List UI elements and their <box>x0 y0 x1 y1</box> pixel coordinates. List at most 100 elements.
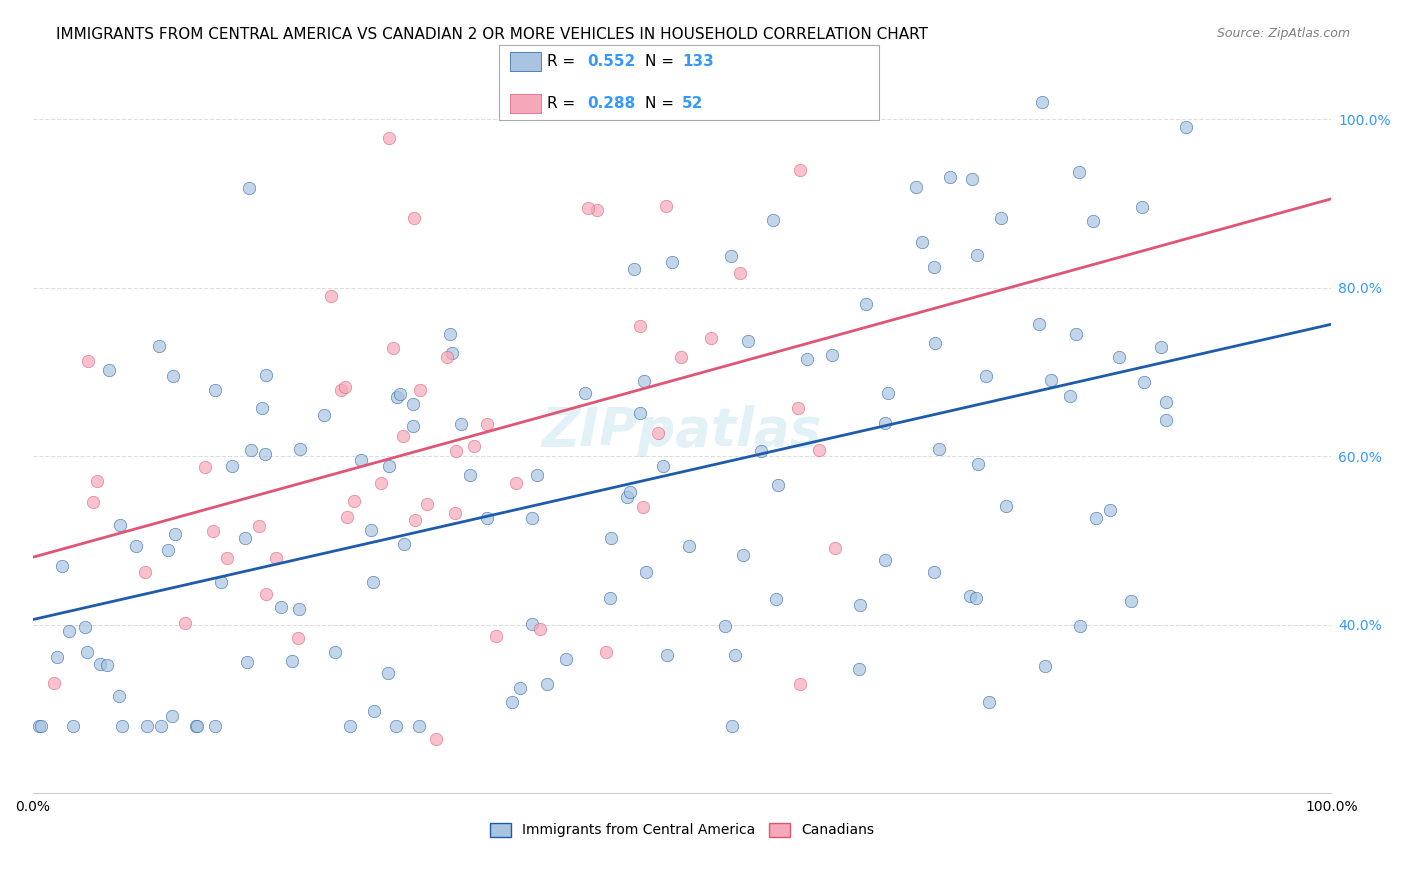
Point <box>377 666 399 681</box>
Point <box>370 476 392 491</box>
Point <box>522 511 544 525</box>
Point <box>855 297 877 311</box>
Point <box>28 719 51 733</box>
Point <box>378 131 401 145</box>
Point <box>647 426 669 441</box>
Point <box>108 689 131 703</box>
Point <box>264 551 287 566</box>
Point <box>385 719 408 733</box>
Point <box>720 248 742 262</box>
Point <box>238 181 260 195</box>
Point <box>974 368 997 383</box>
Point <box>846 95 869 110</box>
Point <box>204 383 226 397</box>
Point <box>484 629 506 643</box>
Point <box>1059 389 1081 403</box>
Point <box>350 453 373 467</box>
Point <box>922 565 945 579</box>
Point <box>440 346 463 360</box>
Text: 133: 133 <box>682 54 714 69</box>
Point <box>409 384 432 398</box>
Point <box>766 477 789 491</box>
Point <box>270 600 292 615</box>
Point <box>1031 95 1053 110</box>
Point <box>215 551 238 566</box>
Point <box>1067 164 1090 178</box>
Point <box>1099 503 1122 517</box>
Point <box>616 490 638 504</box>
Point <box>204 719 226 733</box>
Point <box>1028 317 1050 331</box>
Point <box>236 655 259 669</box>
Point <box>939 169 962 184</box>
Point <box>536 677 558 691</box>
Point <box>749 443 772 458</box>
Point <box>30 719 52 733</box>
Text: N =: N = <box>645 54 679 69</box>
Point <box>82 495 104 509</box>
Text: N =: N = <box>645 96 679 111</box>
Point <box>509 681 531 696</box>
Point <box>821 348 844 362</box>
Point <box>281 654 304 668</box>
Point <box>576 201 599 215</box>
Point <box>574 386 596 401</box>
Point <box>287 631 309 645</box>
Point <box>156 543 179 558</box>
Point <box>86 475 108 489</box>
Point <box>51 558 73 573</box>
Point <box>1084 510 1107 524</box>
Point <box>135 719 157 733</box>
Point <box>254 587 277 601</box>
Point <box>1130 200 1153 214</box>
Point <box>339 719 361 733</box>
Point <box>966 248 988 262</box>
Point <box>911 235 934 250</box>
Point <box>475 417 498 431</box>
Text: 0.288: 0.288 <box>588 96 636 111</box>
Point <box>877 385 900 400</box>
Point <box>679 95 702 110</box>
Point <box>425 731 447 746</box>
Point <box>460 468 482 483</box>
Point <box>148 339 170 353</box>
Point <box>58 624 80 639</box>
Point <box>1069 619 1091 633</box>
Point <box>600 531 623 545</box>
Point <box>165 527 187 541</box>
Point <box>323 645 346 659</box>
Point <box>630 406 652 420</box>
Point <box>599 591 621 605</box>
Text: 52: 52 <box>682 96 703 111</box>
Point <box>1154 395 1177 409</box>
Point <box>76 645 98 659</box>
Point <box>655 199 678 213</box>
Point <box>173 616 195 631</box>
Point <box>201 524 224 538</box>
Point <box>335 380 357 394</box>
Text: Source: ZipAtlas.com: Source: ZipAtlas.com <box>1216 27 1350 40</box>
Point <box>1064 327 1087 342</box>
Text: ZIPpatlas: ZIPpatlas <box>541 405 823 457</box>
Point <box>924 336 946 351</box>
Point <box>623 261 645 276</box>
Point <box>959 589 981 603</box>
Point <box>254 368 277 382</box>
Point <box>586 203 609 218</box>
Point <box>463 439 485 453</box>
Point <box>404 513 426 527</box>
Point <box>439 327 461 342</box>
Point <box>655 648 678 663</box>
Point <box>1150 340 1173 354</box>
Point <box>239 442 262 457</box>
Point <box>402 418 425 433</box>
Point <box>728 266 751 280</box>
Point <box>714 619 737 633</box>
Point <box>381 341 404 355</box>
Point <box>765 591 787 606</box>
Point <box>505 476 527 491</box>
Point <box>134 565 156 579</box>
Point <box>363 705 385 719</box>
Point <box>807 443 830 458</box>
Point <box>661 255 683 269</box>
